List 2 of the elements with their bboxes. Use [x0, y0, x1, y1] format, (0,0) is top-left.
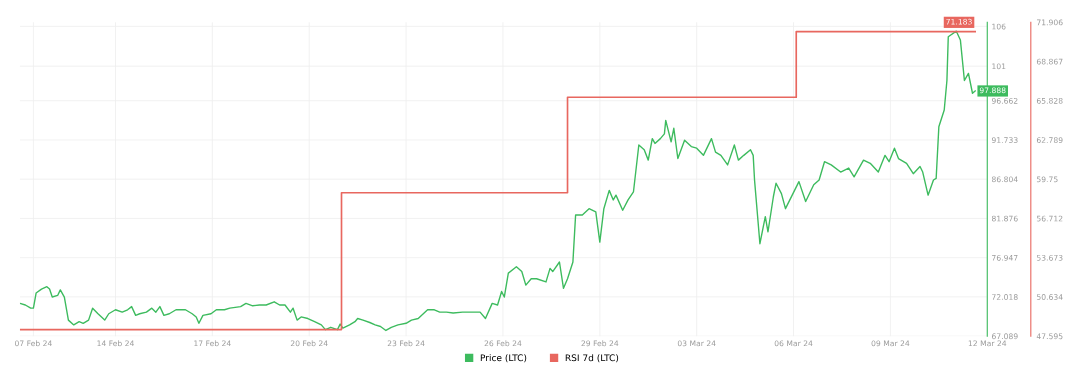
legend-label: RSI 7d (LTC) — [565, 354, 619, 363]
legend-label: Price (LTC) — [480, 354, 527, 363]
